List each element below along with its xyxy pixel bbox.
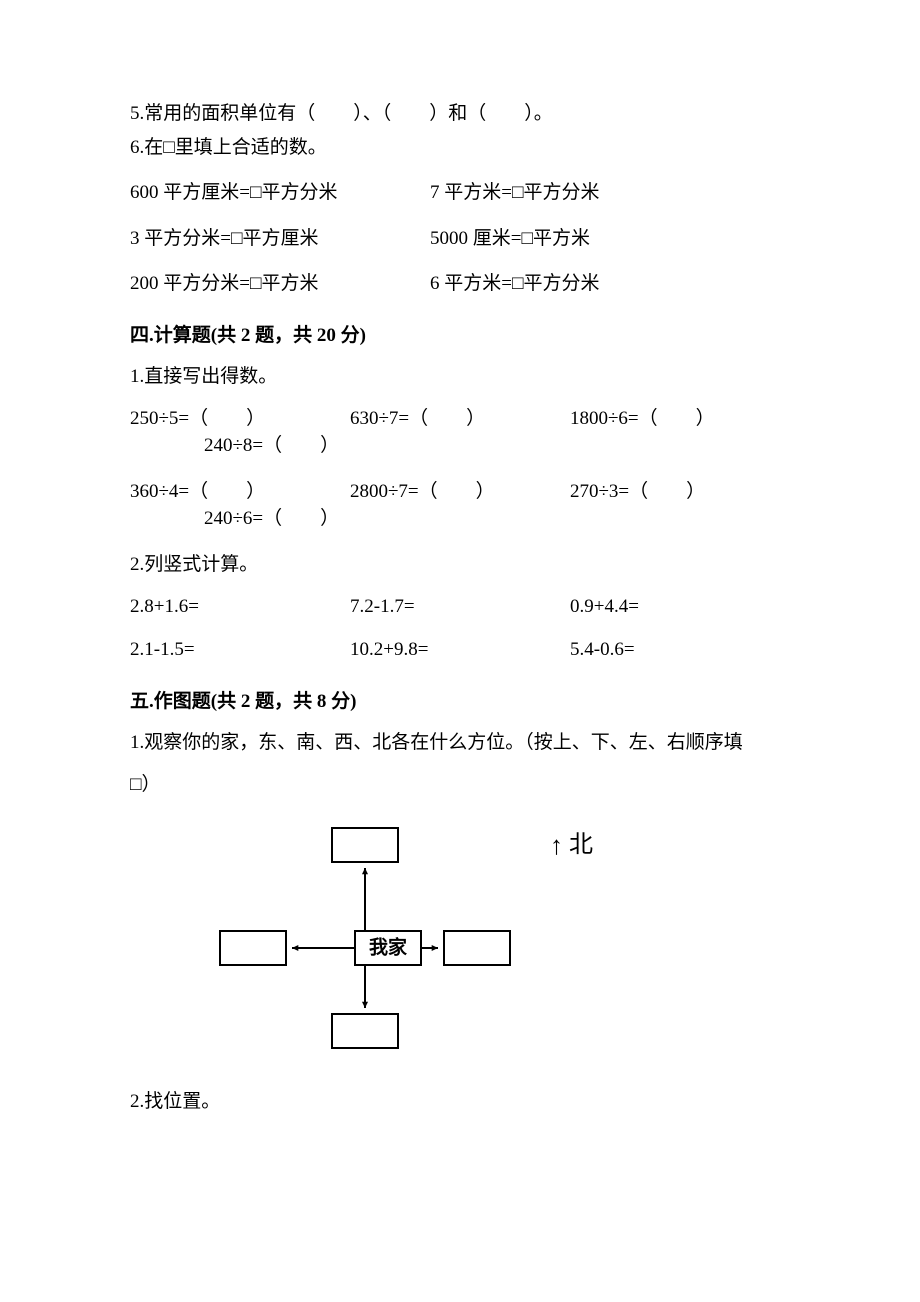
conv-right: 6 平方米=□平方分米 (430, 270, 599, 298)
section-5-heading: 五.作图题(共 2 题，共 8 分) (130, 688, 790, 716)
q6-intro: 6.在□里填上合适的数。 (130, 134, 790, 162)
calc-cell: 240÷6=（ ） (204, 505, 790, 533)
direction-diagram: 我家 (210, 818, 520, 1058)
vert-cell: 0.9+4.4= (570, 593, 790, 621)
calc-cell: 270÷3=（ ） (570, 478, 790, 506)
sec4-q2: 2.列竖式计算。 (130, 551, 790, 579)
conversion-row: 600 平方厘米=□平方分米 7 平方米=□平方分米 (130, 179, 790, 207)
vert-cell: 10.2+9.8= (350, 636, 570, 664)
vertical-row: 2.1-1.5= 10.2+9.8= 5.4-0.6= (130, 636, 790, 664)
sec5-q1-line2: □） (130, 771, 790, 799)
calc-cell: 2800÷7=（ ） (350, 478, 570, 506)
vert-cell: 2.1-1.5= (130, 636, 350, 664)
calc-row: 250÷5=（ ） 630÷7=（ ） 1800÷6=（ ） (130, 405, 790, 433)
q5-text: 5.常用的面积单位有（ ）、（ ）和（ ）。 (130, 100, 790, 128)
conversion-row: 200 平方分米=□平方米 6 平方米=□平方分米 (130, 270, 790, 298)
calc-cell: 1800÷6=（ ） (570, 405, 790, 433)
svg-text:我家: 我家 (369, 936, 408, 959)
section-4-heading: 四.计算题(共 2 题，共 20 分) (130, 322, 790, 350)
calc-cell: 240÷8=（ ） (204, 432, 790, 460)
calc-row: 360÷4=（ ） 2800÷7=（ ） 270÷3=（ ） (130, 478, 790, 506)
calc-cell: 630÷7=（ ） (350, 405, 570, 433)
arrow-up-icon: ↑ (550, 833, 563, 859)
conv-left: 200 平方分米=□平方米 (130, 270, 430, 298)
north-label: 北 (569, 828, 593, 863)
direction-diagram-wrap: 我家 ↑ 北 (210, 818, 790, 1058)
conv-right: 5000 厘米=□平方米 (430, 225, 590, 253)
sec5-q2: 2.找位置。 (130, 1088, 790, 1116)
calc-cell: 360÷4=（ ） (130, 478, 350, 506)
vert-cell: 2.8+1.6= (130, 593, 350, 621)
vert-cell: 5.4-0.6= (570, 636, 790, 664)
page: 5.常用的面积单位有（ ）、（ ）和（ ）。 6.在□里填上合适的数。 600 … (0, 0, 920, 1302)
vertical-row: 2.8+1.6= 7.2-1.7= 0.9+4.4= (130, 593, 790, 621)
conv-right: 7 平方米=□平方分米 (430, 179, 599, 207)
calc-cell: 250÷5=（ ） (130, 405, 350, 433)
conversion-row: 3 平方分米=□平方厘米 5000 厘米=□平方米 (130, 225, 790, 253)
north-indicator: ↑ 北 (550, 828, 593, 863)
conv-left: 3 平方分米=□平方厘米 (130, 225, 430, 253)
sec4-q1: 1.直接写出得数。 (130, 363, 790, 391)
conv-left: 600 平方厘米=□平方分米 (130, 179, 430, 207)
vert-cell: 7.2-1.7= (350, 593, 570, 621)
sec5-q1-line1: 1.观察你的家，东、南、西、北各在什么方位。（按上、下、左、右顺序填 (130, 729, 790, 757)
